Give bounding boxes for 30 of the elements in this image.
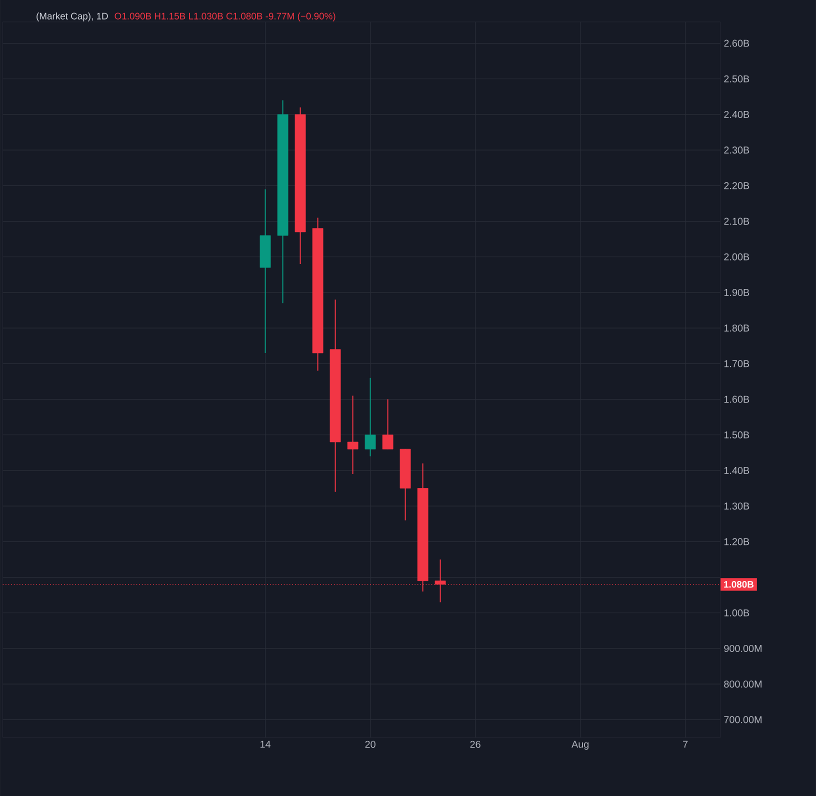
y-tick-label: 1.00B [724,609,750,616]
y-tick-label: 800.00M [724,680,762,688]
y-tick-label: 1.30B [724,502,750,510]
ref-line-label: 1.080B [724,580,754,588]
x-tick-label: 7 [683,740,688,748]
y-tick-label: 2.00B [724,253,750,260]
y-tick-label: 1.40B [724,466,750,474]
y-tick-label: 1.80B [724,324,750,332]
x-tick-label: 20 [365,740,376,748]
candlestick [347,395,358,474]
y-tick-label: 1.90B [724,288,750,296]
x-tick-label: Aug [572,740,589,750]
candlestick [382,398,394,450]
y-tick-label: 1.20B [724,538,750,546]
y-tick-label: 700.00M [724,716,762,724]
x-tick-label: 26 [470,740,480,748]
y-tick-label: 1.50B [724,431,750,438]
y-tick-label: 2.30B [724,146,750,154]
y-tick-label: 1.70B [724,360,750,368]
y-tick-label: 900.00M [724,644,762,652]
y-tick-label: 2.50B [724,75,750,82]
y-tick-label: 1.60B [724,396,750,403]
y-tick-label: 2.10B [724,218,750,225]
y-tick-label: 2.60B [724,40,750,47]
x-tick-label: 14 [260,740,271,748]
y-tick-label: 2.20B [724,182,750,190]
chart-subtitle: O1.090B H1.15B L1.030B C1.080B -9.77M (−0.90%) [114,12,336,22]
chart-title: (Market Cap), 1D [36,12,108,22]
y-tick-label: 2.40B [724,110,750,118]
candlestick [364,377,376,457]
